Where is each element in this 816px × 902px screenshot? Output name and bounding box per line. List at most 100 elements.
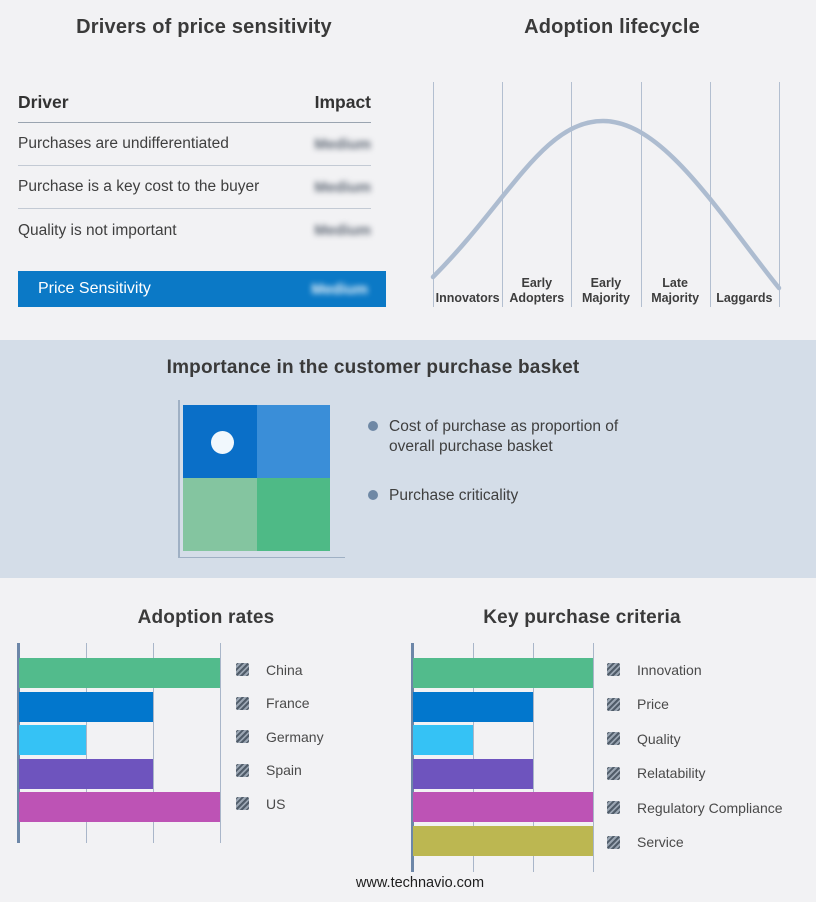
criteria-panel-title: Key purchase criteria: [483, 607, 681, 628]
bullet-icon: [368, 489, 378, 500]
drivers-table-header: Driver Impact: [18, 92, 371, 123]
impact-value: Medium: [314, 135, 371, 153]
lifecycle-stage-label: Early Adopters: [509, 275, 565, 305]
legend-item: US: [236, 795, 324, 812]
rates-y-axis: [17, 643, 20, 843]
legend-item: Quality: [607, 730, 783, 747]
chart-gridline: [220, 643, 221, 843]
legend-label: China: [266, 661, 303, 678]
lifecycle-stage-label: Innovators: [435, 290, 500, 305]
bar-innovation: [413, 658, 593, 688]
lifecycle-gridline: [640, 82, 642, 307]
legend-swatch-icon: [607, 835, 620, 849]
legend-swatch-icon: [607, 732, 620, 745]
legend-label: Germany: [266, 728, 324, 745]
bar-price: [413, 691, 533, 722]
basket-panel-title: Importance in the customer purchase bask…: [166, 357, 580, 378]
impact-value: Medium: [314, 178, 371, 196]
lifecycle-gridline: [779, 82, 780, 307]
lifecycle-stage-label: Laggards: [716, 290, 773, 305]
legend-item: Spain: [236, 762, 324, 778]
legend-item: Service: [607, 834, 783, 850]
legend-swatch-icon: [236, 696, 249, 710]
quadrant-x-axis: [178, 556, 345, 558]
quadrant-bottom-left: [183, 478, 257, 551]
purchase-basket-quadrant: [183, 405, 330, 551]
purchase-basket-band: [0, 340, 816, 578]
lifecycle-gridline: [571, 82, 573, 307]
rates-panel-title: Adoption rates: [137, 607, 275, 628]
bar-france: [19, 691, 153, 722]
bullet-icon: [368, 421, 378, 431]
chart-gridline: [593, 643, 594, 872]
lifecycle-stage-label: Late Majority: [651, 275, 700, 305]
bar-service: [413, 825, 593, 856]
bar-regulatory-compliance: [413, 792, 593, 822]
bullet-text: Cost of purchase as proportion of overal…: [389, 418, 619, 455]
legend-label: US: [266, 795, 286, 812]
driver-name: Quality is not important: [18, 221, 177, 239]
footer: www.technavio.com: [0, 875, 816, 891]
bell-curve: [430, 118, 782, 291]
bar-quality: [413, 725, 473, 755]
bar-us: [19, 792, 220, 822]
legend-label: Quality: [637, 730, 681, 747]
lifecycle-gridline: [709, 82, 711, 307]
quadrant-top-right: [256, 405, 330, 478]
price-sensitivity-label: Price Sensitivity: [38, 280, 151, 297]
bullet-text: Purchase criticality: [389, 486, 519, 504]
lifecycle-gridline: [433, 82, 434, 307]
driver-row: Quality is not important Medium: [18, 209, 371, 252]
bar-relatability: [413, 758, 533, 789]
criteria-y-axis: [411, 643, 414, 872]
drivers-table: Driver Impact Purchases are undifferenti…: [18, 92, 371, 252]
bullet-item: Cost of purchase as proportion of overal…: [368, 417, 636, 457]
criteria-legend: Innovation Price Quality Relatability Regula…: [607, 662, 783, 850]
legend-label: Price: [637, 696, 669, 712]
quadrant-y-axis: [178, 400, 180, 558]
lifecycle-panel-title: Adoption lifecycle: [524, 16, 700, 38]
legend-swatch-icon: [607, 766, 620, 780]
price-sensitivity-summary-row: Price Sensitivity Medium: [18, 271, 386, 307]
driver-column-header: Driver: [18, 92, 69, 112]
legend-swatch-icon: [236, 663, 249, 676]
legend-label: Service: [637, 834, 684, 850]
legend-swatch-icon: [607, 801, 620, 814]
chart-gridline: [85, 643, 87, 843]
chart-gridline: [473, 643, 474, 872]
chart-gridline: [152, 643, 154, 843]
drivers-table-rows: Purchases are undifferentiated Medium Purc…: [18, 123, 371, 252]
legend-item: China: [236, 661, 324, 678]
legend-swatch-icon: [607, 697, 620, 711]
legend-item: Germany: [236, 728, 324, 745]
legend-swatch-icon: [236, 797, 249, 810]
legend-item: Price: [607, 696, 783, 712]
driver-name: Purchase is a key cost to the buyer: [18, 178, 260, 195]
footer-link[interactable]: www.technavio.com: [355, 875, 485, 891]
basket-bullet-list: Cost of purchase as proportion of overal…: [368, 417, 636, 505]
legend-label: Regulatory Compliance: [637, 799, 783, 816]
key-purchase-criteria-chart: [411, 643, 594, 872]
lifecycle-stage-label: Early Majority: [582, 275, 630, 305]
impact-value: Medium: [314, 222, 371, 239]
legend-label: Relatability: [637, 765, 706, 781]
bar-china: [19, 658, 220, 688]
quadrant-marker-dot: [211, 431, 234, 454]
legend-label: Innovation: [637, 661, 702, 678]
driver-row: Purchase is a key cost to the buyer Mediu…: [18, 166, 371, 209]
driver-row: Purchases are undifferentiated Medium: [18, 123, 371, 166]
legend-item: Innovation: [607, 661, 783, 678]
drivers-panel-title: Drivers of price sensitivity: [76, 16, 332, 38]
legend-item: France: [236, 695, 324, 711]
legend-swatch-icon: [607, 663, 620, 676]
legend-swatch-icon: [236, 730, 249, 743]
bar-germany: [19, 725, 86, 755]
quadrant-bottom-right: [256, 478, 330, 551]
bullet-item: Purchase criticality: [368, 486, 636, 506]
legend-item: Relatability: [607, 765, 783, 781]
price-sensitivity-impact-value: Medium: [311, 280, 368, 298]
legend-item: Regulatory Compliance: [607, 799, 783, 816]
rates-legend: China France Germany Spain US: [236, 661, 324, 812]
bar-spain: [19, 758, 153, 789]
adoption-lifecycle-chart: Innovators Early Adopters Early Majority Late…: [430, 82, 782, 307]
